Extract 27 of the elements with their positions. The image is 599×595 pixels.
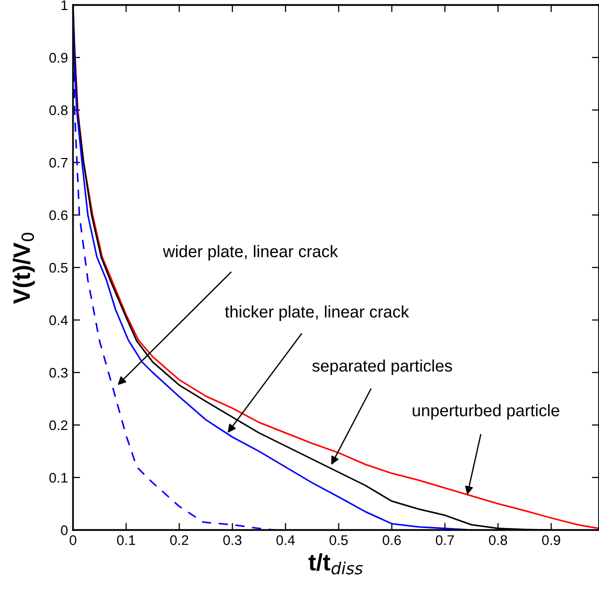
y-tick-label: 0.5 bbox=[49, 262, 68, 273]
y-tick-label: 0.4 bbox=[49, 315, 68, 326]
y-tick-label: 0 bbox=[60, 525, 68, 536]
x-tick-label: 0.1 bbox=[117, 535, 136, 546]
y-tick-label: 0.7 bbox=[49, 158, 68, 168]
x-tick-label: 0 bbox=[70, 535, 76, 546]
x-tick-label: 0.8 bbox=[488, 535, 508, 546]
y-tick-label: 0.1 bbox=[49, 472, 68, 483]
y-tick-label: 0.3 bbox=[49, 368, 68, 378]
annotation: unperturbed particle bbox=[412, 404, 560, 420]
x-tick-label: 0.7 bbox=[436, 535, 454, 546]
x-tick-label: 0.3 bbox=[223, 535, 242, 546]
annotation: wider plate, linear crack bbox=[162, 245, 338, 261]
annotation: separated particles bbox=[312, 359, 452, 376]
x-axis-title: t/t$_{diss}$ bbox=[308, 553, 363, 574]
y-tick-label: 1 bbox=[61, 0, 68, 10]
y-axis-title: V(t)/V$_{0}$ bbox=[12, 232, 35, 304]
x-tick-label: 0.5 bbox=[330, 535, 348, 546]
annotation: thicker plate, linear crack bbox=[224, 305, 410, 321]
y-tick-label: 0.8 bbox=[49, 105, 68, 116]
x-tick-label: 0.6 bbox=[382, 535, 401, 546]
x-tick-label: 0.4 bbox=[276, 535, 295, 546]
x-tick-label: 0.9 bbox=[542, 535, 560, 546]
y-tick-label: 0.6 bbox=[49, 210, 68, 220]
y-tick-label: 0.2 bbox=[49, 420, 68, 430]
y-tick-label: 0.9 bbox=[49, 52, 68, 63]
x-tick-label: 0.2 bbox=[170, 535, 188, 546]
